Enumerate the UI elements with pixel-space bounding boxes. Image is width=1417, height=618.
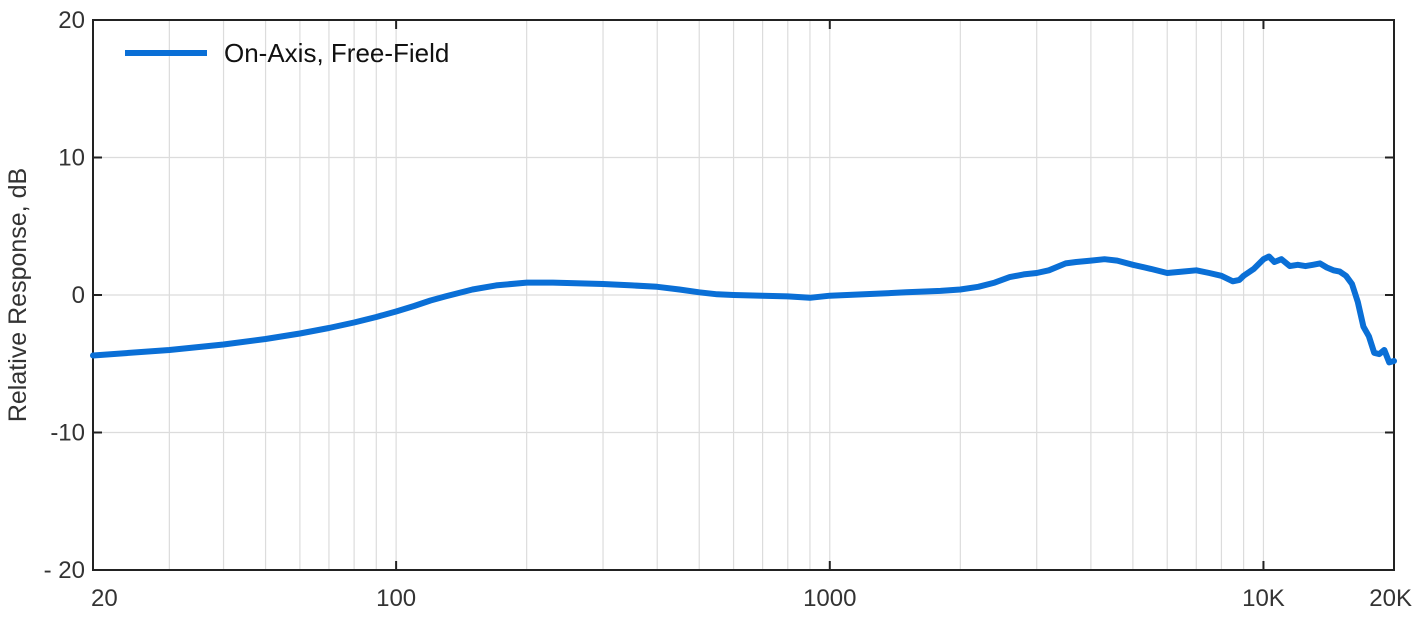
x-tick-label: 20 — [91, 585, 118, 612]
axis-ticks — [92, 19, 1395, 571]
y-tick-label: 20 — [58, 7, 85, 34]
y-tick-label: 10 — [58, 145, 85, 172]
legend-label-on-axis: On-Axis, Free-Field — [224, 38, 449, 68]
x-tick-label: 100 — [376, 585, 416, 612]
x-tick-label: 10K — [1242, 585, 1285, 612]
y-tick-label: - 20 — [44, 557, 85, 584]
legend: On-Axis, Free-Field — [125, 38, 449, 68]
x-tick-label: 1000 — [803, 585, 856, 612]
series-layer — [90, 253, 1397, 366]
x-tick-label: 20K — [1369, 585, 1412, 612]
y-axis-title: Relative Response, dB — [4, 168, 32, 422]
series-line-0 — [90, 253, 1397, 366]
y-tick-label: -10 — [50, 420, 85, 447]
y-tick-label: 0 — [72, 282, 85, 309]
